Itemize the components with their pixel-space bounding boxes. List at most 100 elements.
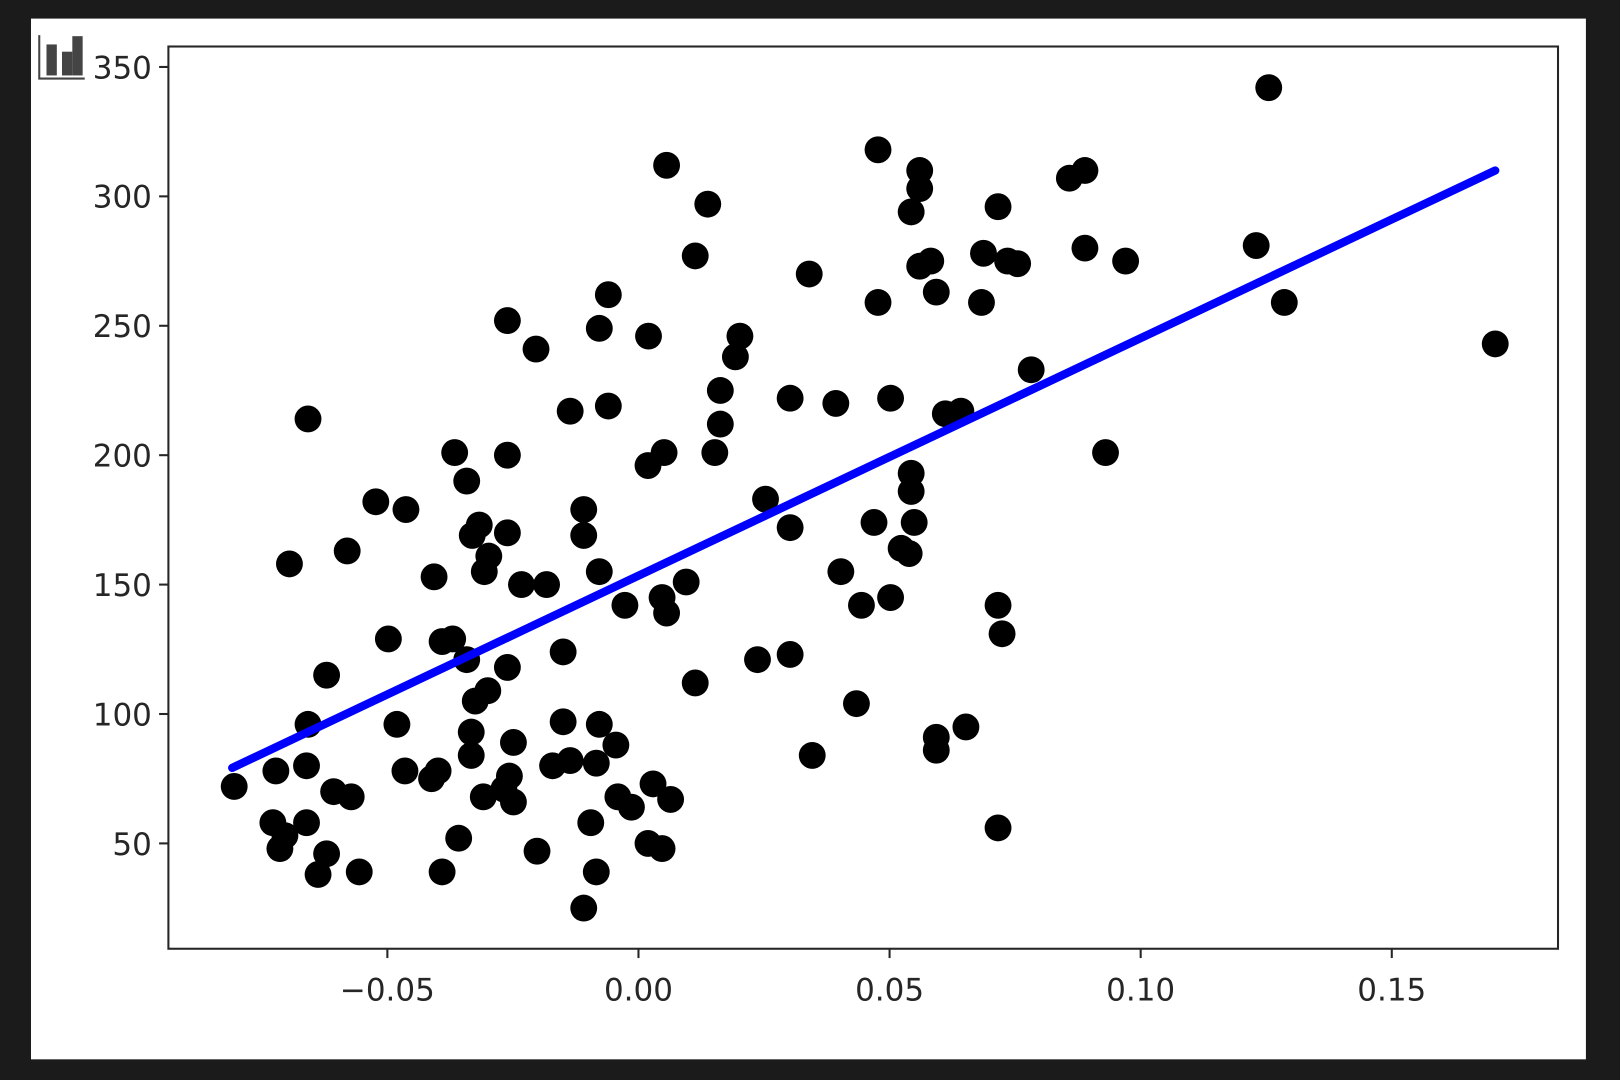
data-point: [984, 814, 1012, 842]
data-point: [917, 247, 945, 275]
data-point: [877, 384, 905, 412]
data-point: [594, 392, 622, 420]
data-point: [721, 343, 749, 371]
data-point: [418, 765, 445, 793]
y-tick-label: 100: [93, 697, 152, 733]
data-point: [776, 384, 804, 412]
data-point: [439, 625, 467, 653]
x-tick-label: −0.05: [340, 972, 435, 1008]
data-point: [428, 858, 456, 886]
data-point: [618, 793, 645, 821]
data-point: [470, 558, 498, 586]
y-tick-label: 150: [93, 568, 152, 604]
data-point: [374, 625, 402, 653]
x-tick-label: 0.05: [855, 972, 924, 1008]
data-point: [499, 788, 527, 816]
data-point: [522, 335, 550, 363]
data-point: [570, 496, 598, 523]
axes-frame: [167, 45, 1560, 950]
data-point: [220, 773, 248, 800]
data-point: [556, 397, 584, 425]
data-point: [461, 687, 489, 715]
data-point: [585, 558, 613, 586]
data-point: [549, 638, 577, 666]
data-point: [445, 824, 473, 852]
data-point: [1017, 356, 1045, 384]
data-point: [420, 563, 448, 591]
data-point: [458, 521, 486, 549]
data-point: [827, 558, 855, 586]
data-point: [1092, 439, 1119, 467]
data-point: [276, 550, 303, 578]
data-point: [864, 289, 892, 316]
data-point: [391, 757, 419, 785]
data-point: [499, 729, 527, 756]
x-tick-label: 0.00: [604, 972, 673, 1008]
y-tick-label: 250: [93, 309, 152, 345]
data-point: [585, 314, 613, 342]
data-point: [582, 858, 610, 886]
y-tick-label: 50: [112, 827, 151, 863]
data-point: [493, 307, 521, 335]
data-point: [848, 591, 875, 619]
data-point: [582, 749, 610, 777]
data-point: [635, 322, 662, 350]
data-point: [864, 136, 892, 164]
data-point: [345, 858, 373, 886]
data-point: [639, 770, 667, 798]
data-point: [672, 568, 700, 596]
data-point: [1004, 250, 1032, 278]
data-point: [457, 718, 485, 746]
y-tick-label: 200: [93, 439, 152, 475]
data-point: [294, 405, 322, 433]
data-point: [493, 519, 521, 547]
data-point: [952, 713, 980, 741]
data-point: [362, 488, 390, 516]
bar-chart-icon[interactable]: [38, 35, 85, 80]
data-point: [392, 496, 420, 523]
data-point: [798, 741, 826, 769]
data-point: [539, 752, 567, 780]
data-point: [653, 599, 681, 627]
data-point: [822, 389, 850, 417]
data-point: [469, 783, 497, 811]
data-point: [634, 452, 662, 479]
data-point: [313, 661, 341, 689]
data-point: [988, 620, 1016, 648]
data-point: [776, 641, 804, 668]
data-point: [922, 278, 950, 306]
data-point: [681, 242, 709, 270]
regression-line-group: [228, 166, 1500, 772]
data-point: [313, 840, 341, 868]
data-point: [648, 835, 676, 863]
scatter-points: [220, 74, 1509, 922]
data-point: [1071, 234, 1099, 262]
data-point: [706, 410, 734, 438]
y-axis: 50 100 150 200 250 300 350: [93, 50, 169, 863]
data-point: [1112, 247, 1140, 275]
data-point: [293, 809, 320, 837]
data-point: [701, 439, 729, 467]
x-tick-label: 0.15: [1357, 972, 1426, 1008]
data-point: [1071, 157, 1099, 184]
data-point: [744, 646, 771, 674]
data-point: [860, 509, 888, 536]
data-point: [657, 785, 685, 813]
data-point: [337, 783, 365, 811]
figure-background: [30, 18, 1586, 1060]
data-point: [304, 861, 332, 888]
data-point: [441, 439, 469, 467]
data-point: [453, 467, 481, 495]
data-point: [726, 322, 754, 350]
data-point: [906, 175, 934, 203]
data-point: [968, 289, 995, 316]
data-point: [493, 441, 521, 469]
data-point: [776, 514, 804, 542]
data-point: [493, 653, 521, 681]
data-point: [602, 731, 630, 759]
data-point: [594, 281, 622, 309]
data-point: [897, 477, 925, 505]
data-point: [1255, 74, 1283, 102]
data-point: [508, 571, 535, 599]
